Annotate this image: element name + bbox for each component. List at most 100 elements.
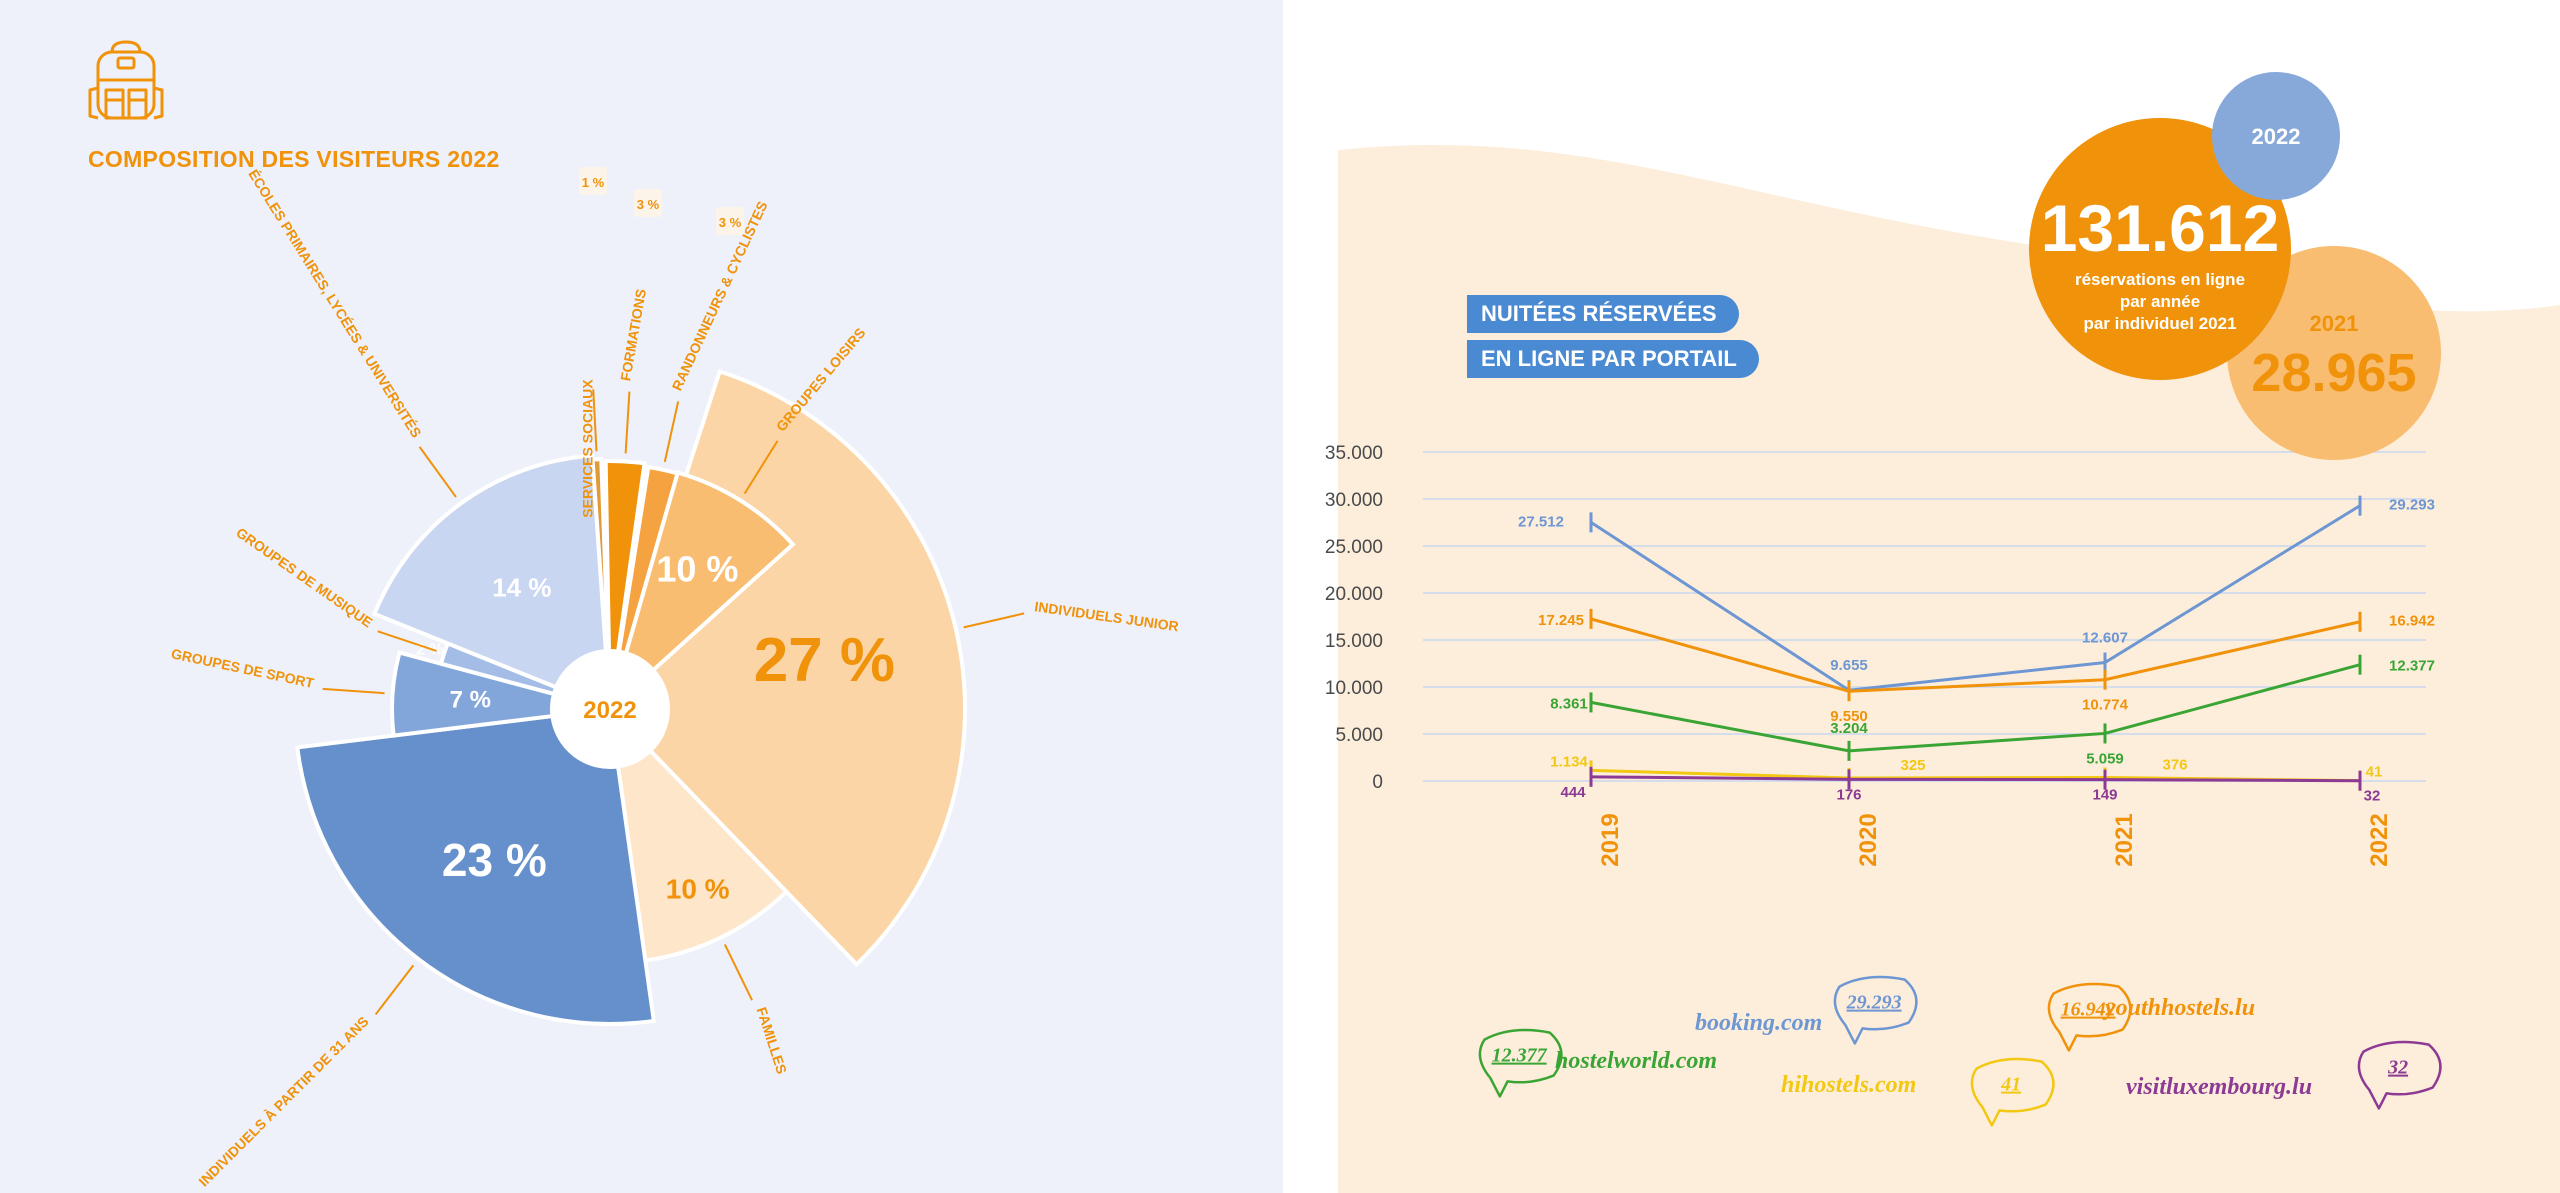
left-panel: COMPOSITION DES VISITEURS 2022 27 % INDIV… [0,0,1283,1193]
bubble-2022-caption-1: réservations en ligne [2074,270,2246,289]
portal-name: visitluxembourg.lu [2126,1074,2312,1100]
leader-line [723,944,753,1001]
small-value-badge [716,207,744,235]
data-label: 12.607 [2082,629,2128,646]
small-value-badge [579,167,607,195]
portal-value: 32 [2387,1057,2408,1079]
pie-category-label: SERVICES SOCIAUX [580,379,596,518]
y-tick-label: 5.000 [1335,725,1383,746]
data-label: 325 [1900,757,1925,774]
pie-value-label: 10 % [666,874,730,905]
pie-chart: 27 % INDIVIDUELS JUNIOR 10 % FAMILLES 23 % IN… [170,166,1180,1189]
pie-slice [371,453,609,690]
pie-category-label: FORMATIONS [617,288,649,382]
speech-bubble [1478,1028,1563,1098]
y-tick-label: 35.000 [1325,443,1383,464]
pie-category-label: GROUPES DE MUSIQUE [233,524,375,630]
pie-category-label: FAMILLES [754,1005,791,1076]
small-value-badge [634,189,662,217]
x-tick-label: 2022 [2366,813,2393,866]
data-label: 9.550 [1830,708,1868,725]
pie-value-label: 10 % [656,549,738,590]
x-tick-label: 2019 [1597,813,1624,866]
data-label: 1.134 [1550,753,1588,770]
portal-name: hostelworld.com [1555,1048,1717,1074]
data-label: 27.512 [1518,513,1564,530]
pie-value-label: 14 % [492,573,551,603]
chart-title-left: COMPOSITION DES VISITEURS 2022 [88,146,500,172]
leader-line [624,391,631,454]
data-label: 29.293 [2389,497,2435,514]
data-label: 8.361 [1550,695,1588,712]
data-label: 176 [1836,786,1861,803]
pie-category-label: INDIVIDUELS JUNIOR [1033,598,1179,634]
pie-value-label: 23 % [442,834,547,886]
line-chart: 0 5.000 10.000 15.000 20.000 25.000 30.000 35.0… [1325,145,2560,1193]
bubble-year-2022: 2022 [2212,72,2340,200]
data-label: 17.245 [1538,612,1584,629]
y-tick-label: 20.000 [1325,584,1383,605]
portal-value: 41 [2000,1074,2021,1096]
bubble-2021: 2021 28.965 [2227,246,2441,460]
data-label: 376 [2162,756,2187,773]
portal-value: 12.377 [1492,1045,1548,1067]
bubble-2022-caption-3: par individuel 2021 [2083,314,2237,333]
bubble-2022-caption-2: par année [2119,292,2201,311]
series-line [1590,617,2361,693]
leader-line [743,440,779,495]
y-tick-label: 30.000 [1325,490,1383,511]
series-line [1590,504,2361,692]
portal-value: 16.942 [2061,999,2116,1021]
pie-category-label: INDIVIDUELS À PARTIR DE 31 ANS [195,1013,371,1189]
leader-line [963,612,1025,629]
pie-category-label: ÉCOLES PRIMAIRES, LYCÉES & UNIVERSITÉS [245,166,424,440]
data-label: 10.774 [2082,697,2129,714]
speech-bubble [2357,1040,2442,1110]
y-tick-label: 0 [1372,772,1383,793]
leader-line [374,964,415,1016]
right-panel: 0 5.000 10.000 15.000 20.000 25.000 30.000 35.0… [1283,0,2560,1193]
leader-line [322,687,385,695]
portal-name: hihostels.com [1781,1072,1916,1098]
data-label: 444 [1560,784,1586,801]
leader-line [377,630,437,652]
series-line [1590,775,2361,783]
leader-line [663,401,680,463]
pie-value-label: 1 % [582,175,605,190]
data-label: 3.204 [1830,720,1868,737]
pie-category-label: GROUPES DE SPORT [170,645,316,691]
speech-bubble [2047,982,2132,1052]
portal-name: booking.com [1695,1010,1822,1036]
data-label: 9.655 [1830,657,1868,674]
pie-value-label: 7 % [450,687,491,714]
pie-value-label: 3 % [637,197,660,212]
portal-value: 29.293 [1846,992,1902,1014]
pie-category-label: GROUPES LOISIRS [773,325,869,435]
data-label: 5.059 [2086,750,2124,767]
speech-bubble [1833,975,1918,1045]
data-label: 149 [2092,787,2117,804]
x-tick-label: 2021 [2111,813,2138,866]
bubble-year-2022-label: 2022 [2251,124,2301,149]
pie-value-label: 3 % [719,215,742,230]
series-line [1590,663,2361,753]
speech-bubble [1970,1057,2055,1127]
bubble-2022-value: 131.612 [2040,191,2280,265]
x-tick-label: 2020 [1855,813,1882,866]
chart-title-line2: EN LIGNE PAR PORTAIL [1467,340,1759,378]
y-tick-label: 15.000 [1325,631,1383,652]
pie-center-label: 2022 [583,697,636,724]
data-label: 41 [2366,764,2383,781]
data-label: 16.942 [2389,613,2435,630]
backpack-icon [86,38,166,124]
pie-value-label: 2 % [416,641,444,658]
y-tick-label: 10.000 [1325,678,1383,699]
leader-line [418,446,457,498]
bubble-2021-year: 2021 [2309,311,2359,336]
portal-name: youthhostels.lu [2102,995,2255,1021]
data-label: 12.377 [2389,658,2435,675]
chart-title-line1: NUITÉES RÉSERVÉES [1467,295,1739,333]
pie-value-label: 27 % [754,626,895,695]
y-tick-label: 25.000 [1325,537,1383,558]
data-label: 32 [2364,788,2381,805]
